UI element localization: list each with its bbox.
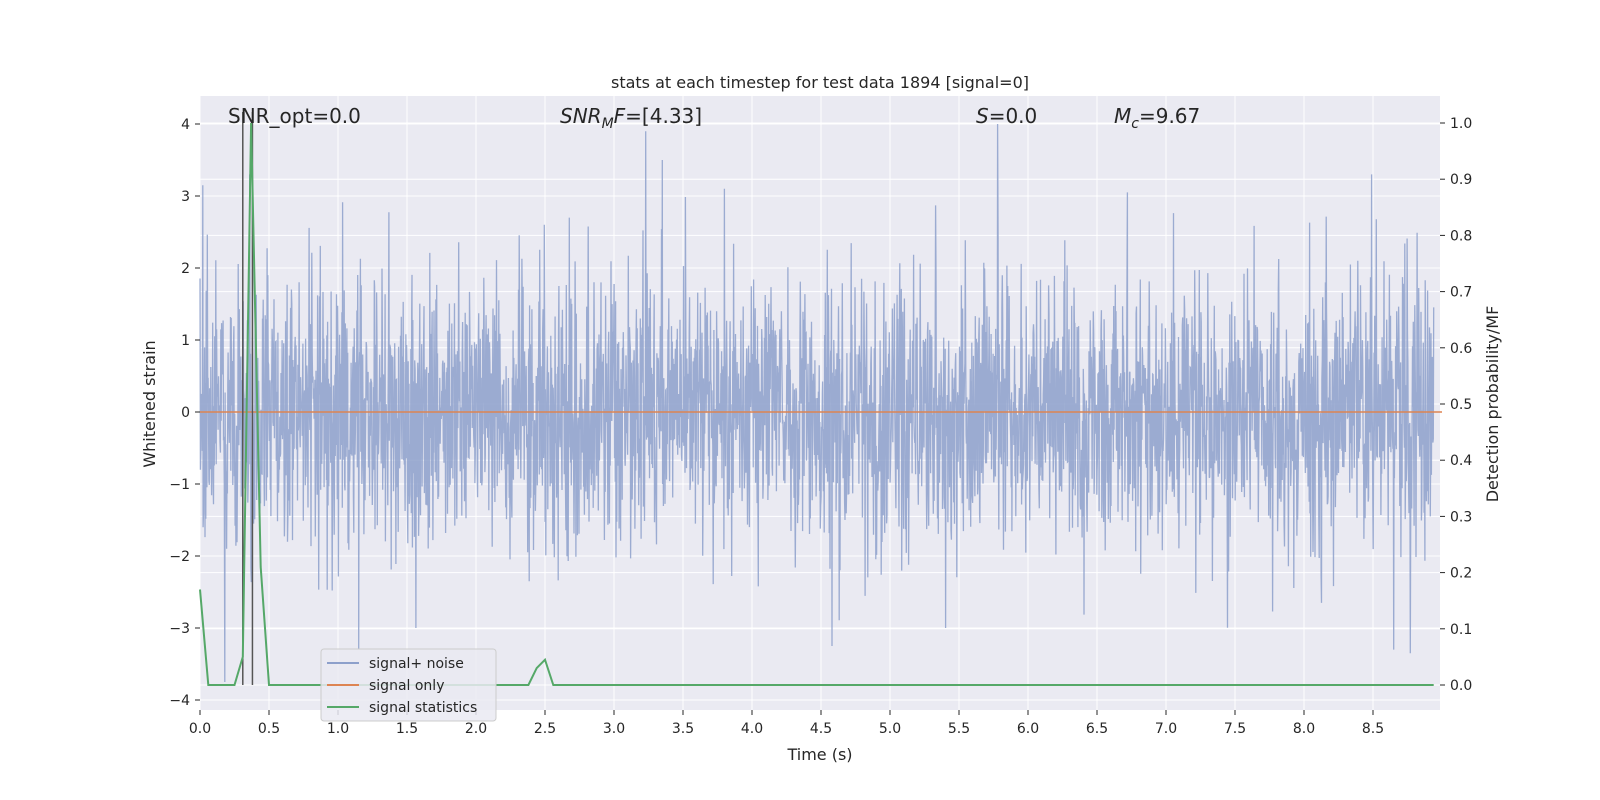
x-tick-label: 2.5: [534, 721, 556, 737]
legend-box: [320, 648, 497, 722]
mc-value: =9.67: [1139, 104, 1200, 128]
y-tick-label: −2: [169, 549, 190, 565]
x-tick-label: 1.5: [396, 721, 418, 737]
y2-tick-label: 0.3: [1450, 509, 1472, 525]
x-tick-label: 4.0: [741, 721, 763, 737]
y2-tick-label: 0.5: [1450, 397, 1472, 413]
legend: signal+ noise signal only signal statist…: [320, 648, 497, 722]
y-axis-label: Whitened strain: [140, 340, 159, 467]
x-axis-label: Time (s): [786, 745, 852, 764]
x-tick-label: 0.0: [189, 721, 211, 737]
y-tick-label: −3: [169, 621, 190, 637]
x-tick-label: 8.0: [1293, 721, 1315, 737]
x-tick-label: 4.5: [810, 721, 832, 737]
signal-noise-series: [199, 123, 1435, 683]
y2-tick-label: 0.1: [1450, 622, 1472, 638]
y2-tick-label: 0.4: [1450, 453, 1472, 469]
x-tick-label: 5.0: [879, 721, 901, 737]
signal-noise-line: [199, 123, 1435, 683]
legend-label-stats: signal statistics: [369, 700, 477, 716]
y2-tick-label: 0.7: [1450, 285, 1472, 301]
chart-title: stats at each timestep for test data 189…: [611, 73, 1029, 92]
x-tick-label: 0.5: [258, 721, 280, 737]
annotation-s: S=0.0: [976, 104, 1037, 128]
x-tick-label: 6.0: [1017, 721, 1039, 737]
s-value: =0.0: [989, 104, 1038, 128]
annotation-mc: Mc=9.67: [1114, 104, 1200, 132]
snr-mf-suffix: F: [614, 104, 626, 128]
y-tick-label: 2: [181, 261, 190, 277]
left-axis-ticks: 4 3 2 1 0 −1 −2 −3 −4: [169, 117, 200, 709]
x-axis-ticks: 0.0 0.5 1.0 1.5 2.0 2.5 3.0 3.5 4.0 4.5 5.0 5.5 6.0 6…: [189, 710, 1384, 737]
annotation-snr-mf: SNRMF=[4.33]: [560, 104, 702, 132]
snr-mf-subscript: M: [602, 116, 614, 132]
snr-mf-value: =[4.33]: [625, 104, 702, 128]
x-tick-label: 8.5: [1362, 721, 1384, 737]
legend-label-noise: signal+ noise: [369, 656, 464, 672]
x-tick-label: 5.5: [948, 721, 970, 737]
x-tick-label: 3.5: [672, 721, 694, 737]
y-tick-label: 1: [181, 333, 190, 349]
y2-axis-label: Detection probability/MF: [1483, 306, 1502, 503]
signal-statistics-series: [199, 122, 1434, 686]
legend-label-signal-only: signal only: [369, 678, 444, 694]
y-tick-label: 4: [181, 117, 190, 133]
signal-statistics-line: [199, 122, 1434, 686]
x-tick-label: 7.0: [1155, 721, 1177, 737]
snr-mf-prefix: SNR: [560, 104, 602, 128]
x-tick-label: 6.5: [1086, 721, 1108, 737]
x-tick-label: 2.0: [465, 721, 487, 737]
y2-tick-label: 0.8: [1450, 228, 1472, 244]
y2-tick-label: 0.0: [1450, 678, 1472, 694]
right-axis-ticks: 1.0 0.9 0.8 0.7 0.6 0.5 0.4 0.3 0.2 0.1 0.0: [1440, 116, 1472, 694]
y2-tick-label: 1.0: [1450, 116, 1472, 132]
y2-tick-label: 0.2: [1450, 566, 1472, 582]
annotation-snr-opt: SNR_opt=0.0: [228, 104, 361, 128]
mc-label: M: [1114, 104, 1131, 128]
y-tick-label: −1: [169, 477, 190, 493]
y-tick-label: −4: [169, 693, 190, 709]
y2-tick-label: 0.9: [1450, 172, 1472, 188]
y-tick-label: 3: [181, 189, 190, 205]
mc-subscript: c: [1131, 116, 1139, 132]
y2-tick-label: 0.6: [1450, 341, 1472, 357]
x-tick-label: 3.0: [603, 721, 625, 737]
x-tick-label: 7.5: [1224, 721, 1246, 737]
x-tick-label: 1.0: [327, 721, 349, 737]
s-label: S: [976, 104, 989, 128]
y-tick-label: 0: [181, 405, 190, 421]
